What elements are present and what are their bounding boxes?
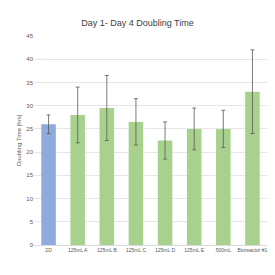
svg-text:30: 30 [26,103,33,109]
svg-text:125mL A: 125mL A [68,247,88,253]
svg-text:500mL: 500mL [216,247,232,253]
svg-text:10: 10 [26,196,33,202]
svg-text:40: 40 [26,56,33,62]
svg-text:125mL D: 125mL D [155,247,175,253]
svg-text:45: 45 [26,33,33,39]
svg-text:125mL C: 125mL C [126,247,146,253]
svg-text:Bioreactor #1: Bioreactor #1 [238,247,268,253]
svg-text:15: 15 [26,172,33,178]
svg-text:2D: 2D [45,247,52,253]
svg-text:35: 35 [26,80,33,86]
svg-text:20: 20 [26,149,33,155]
svg-text:125mL E: 125mL E [184,247,204,253]
svg-text:25: 25 [26,126,33,132]
svg-text:Day 1- Day 4 Doubling Time: Day 1- Day 4 Doubling Time [81,18,194,28]
svg-text:5: 5 [30,219,34,225]
svg-text:125mL B: 125mL B [97,247,117,253]
svg-text:Doubling Time [hrs]: Doubling Time [hrs] [16,114,22,166]
svg-text:0: 0 [30,242,34,248]
